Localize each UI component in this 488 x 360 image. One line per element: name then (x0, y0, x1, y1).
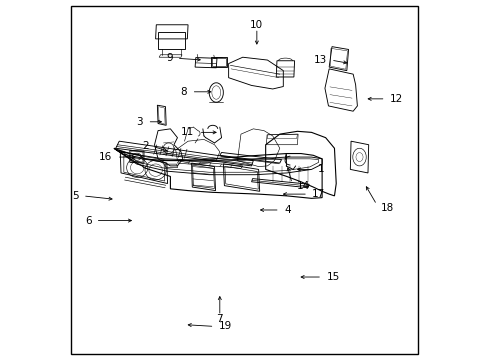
Text: 4: 4 (284, 205, 290, 215)
Text: 17: 17 (312, 189, 325, 199)
Text: 10: 10 (250, 21, 263, 31)
Text: 15: 15 (325, 272, 339, 282)
Text: 7: 7 (216, 314, 223, 324)
Text: 8: 8 (181, 87, 187, 97)
Text: 18: 18 (380, 203, 393, 212)
Text: 9: 9 (165, 53, 172, 63)
Text: 1: 1 (317, 165, 324, 174)
Text: 5: 5 (72, 191, 79, 201)
Text: 11: 11 (181, 127, 194, 138)
Text: 16: 16 (99, 152, 112, 162)
Text: 2: 2 (142, 141, 148, 152)
Text: 3: 3 (136, 117, 143, 127)
Text: 13: 13 (313, 55, 326, 65)
Text: 19: 19 (218, 321, 231, 332)
Text: 14: 14 (296, 181, 309, 192)
Text: 12: 12 (389, 94, 402, 104)
Text: 6: 6 (84, 216, 91, 226)
